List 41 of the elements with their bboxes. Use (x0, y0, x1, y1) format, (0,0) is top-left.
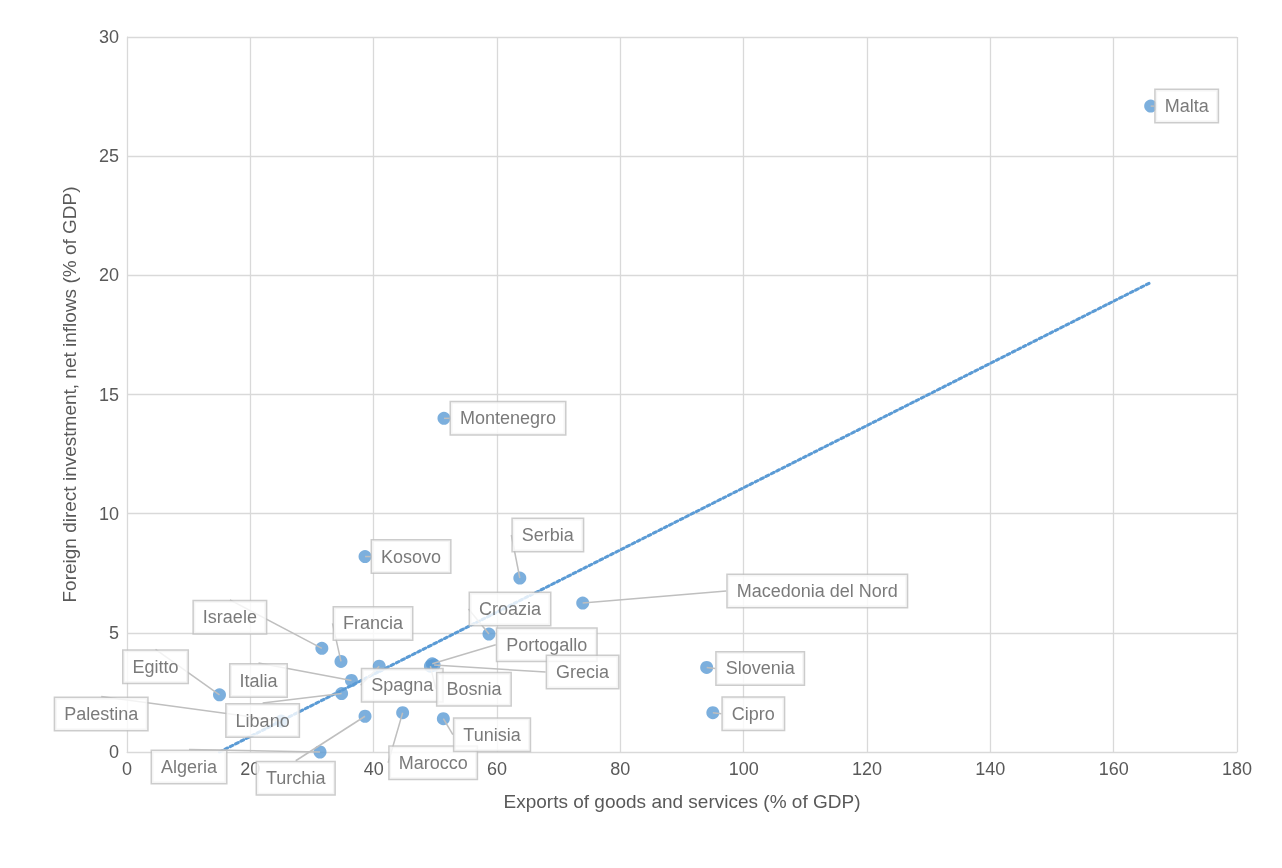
annotation: Italia (239, 670, 279, 691)
annotation: Portogallo (506, 634, 588, 655)
x-tick-label: 160 (1098, 759, 1129, 779)
annotation: Tunisia (463, 724, 522, 745)
x-tick-label: 100 (728, 759, 759, 779)
annotation: Macedonia del Nord (736, 581, 898, 602)
annotation: Malta (1164, 96, 1210, 117)
y-tick-label: 15 (98, 384, 119, 405)
x-axis-title: Exports of goods and services (% of GDP) (503, 791, 861, 812)
annotation: Spagna (371, 675, 435, 696)
x-tick-label: 140 (975, 759, 1006, 779)
x-tick-label: 60 (486, 759, 508, 779)
y-tick-label: 10 (98, 503, 119, 524)
annotation: Francia (342, 613, 404, 634)
y-axis-title: Foreign direct investment, net inflows (% of GDP) (59, 186, 80, 603)
y-tick-label: 30 (98, 27, 119, 47)
annotation: Egitto (132, 656, 179, 677)
annotation: Bosnia (446, 679, 503, 700)
annotation: Turchia (266, 768, 327, 789)
x-tick-label: 20 (240, 759, 261, 779)
annotation: Cipro (731, 703, 775, 724)
x-tick-label: 80 (610, 759, 631, 779)
annotation: Montenegro (459, 408, 557, 429)
y-tick-label: 5 (108, 622, 119, 643)
annotation: Grecia (556, 662, 611, 683)
annotation: Libano (235, 710, 290, 731)
annotation: Slovenia (725, 658, 796, 679)
annotation: Marocco (398, 752, 468, 773)
y-tick-label: 20 (98, 265, 119, 286)
x-tick-label: 40 (363, 759, 384, 779)
annotation: Palestina (64, 704, 140, 725)
annotation: Serbia (521, 525, 575, 546)
y-tick-label: 0 (108, 742, 119, 762)
x-tick-label: 180 (1221, 759, 1253, 779)
x-tick-label: 0 (121, 759, 133, 779)
y-tick-label: 25 (98, 146, 119, 167)
annotation: Israele (202, 607, 257, 628)
annotation: Algeria (161, 757, 219, 777)
annotation: Kosovo (381, 546, 442, 567)
annotation: Croazia (478, 599, 542, 620)
x-tick-label: 120 (851, 759, 883, 779)
